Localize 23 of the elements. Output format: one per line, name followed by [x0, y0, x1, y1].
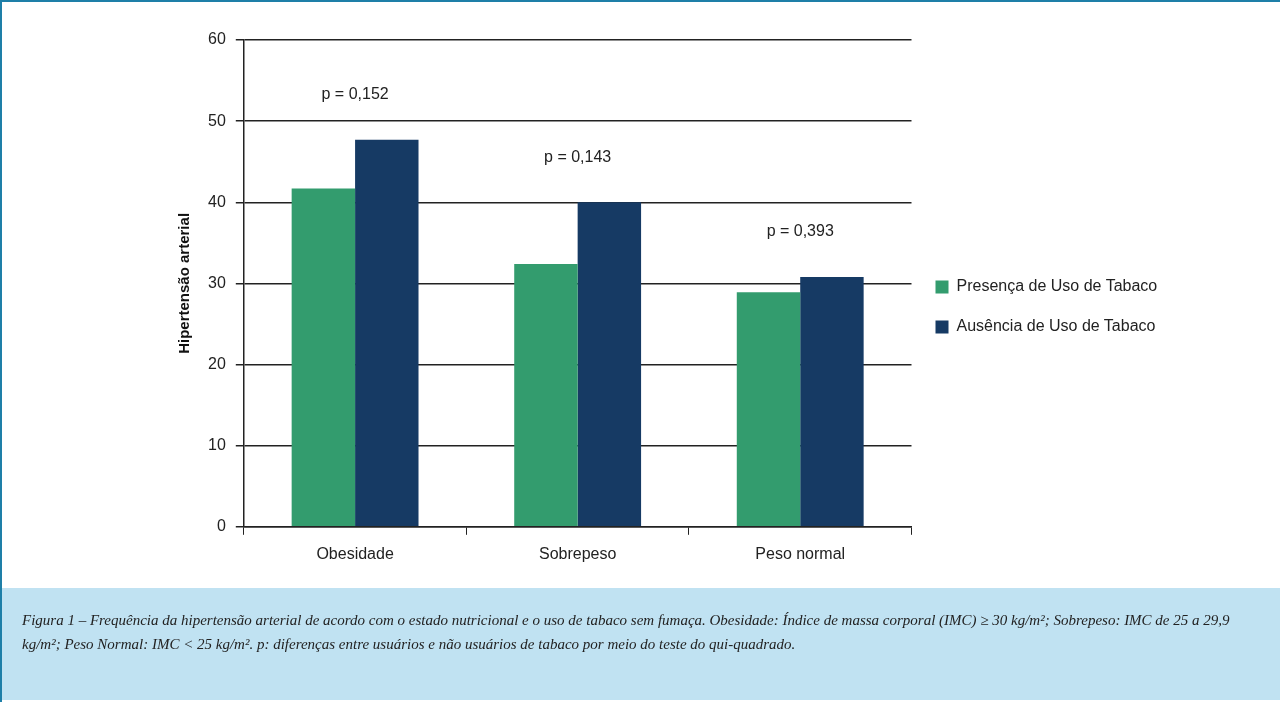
bar — [355, 139, 419, 527]
y-tick-label: 0 — [216, 517, 226, 535]
bar — [736, 292, 801, 527]
text: Figura 1 – Frequência da hipertensão arterial de acordo com o estado nutricional e o uso de tabaco sem fumaça. Obesidade: Índice de massa corporal (IMC) ≥ 30 kg/m²; Sobrepeso: IMC de 25 a 29,9 kg/m²; Peso Normal: IMC < 25 kg/m². p: diferenças entre usuários e não usuários de tabaco por meio do teste do qui-quadrado. — [2, 588, 1280, 700]
legend-label: Ausência de Uso de Tabaco — [956, 317, 1156, 335]
y-axis-title: Hipertensão arterial — [175, 212, 193, 354]
y-tick-label: 30 — [208, 273, 226, 291]
bar — [514, 263, 578, 527]
y-tick-label: 10 — [208, 436, 226, 454]
bar — [577, 202, 642, 527]
x-tick-label: Obesidade — [316, 544, 394, 562]
x-tick-label: Peso normal — [755, 544, 846, 562]
y-tick-label: 60 — [208, 30, 226, 48]
annotation: p = 0,152 — [321, 85, 389, 103]
bar — [291, 188, 356, 527]
x-tick-label: Sobrepeso — [538, 544, 617, 562]
legend-label: Presença de Uso de Tabaco — [956, 277, 1158, 295]
y-tick-label: 20 — [208, 354, 226, 372]
bar — [800, 276, 864, 527]
annotation: p = 0,393 — [766, 222, 834, 240]
annotation: p = 0,143 — [544, 147, 612, 165]
y-tick-label: 40 — [208, 192, 226, 210]
y-tick-label: 50 — [208, 111, 226, 129]
